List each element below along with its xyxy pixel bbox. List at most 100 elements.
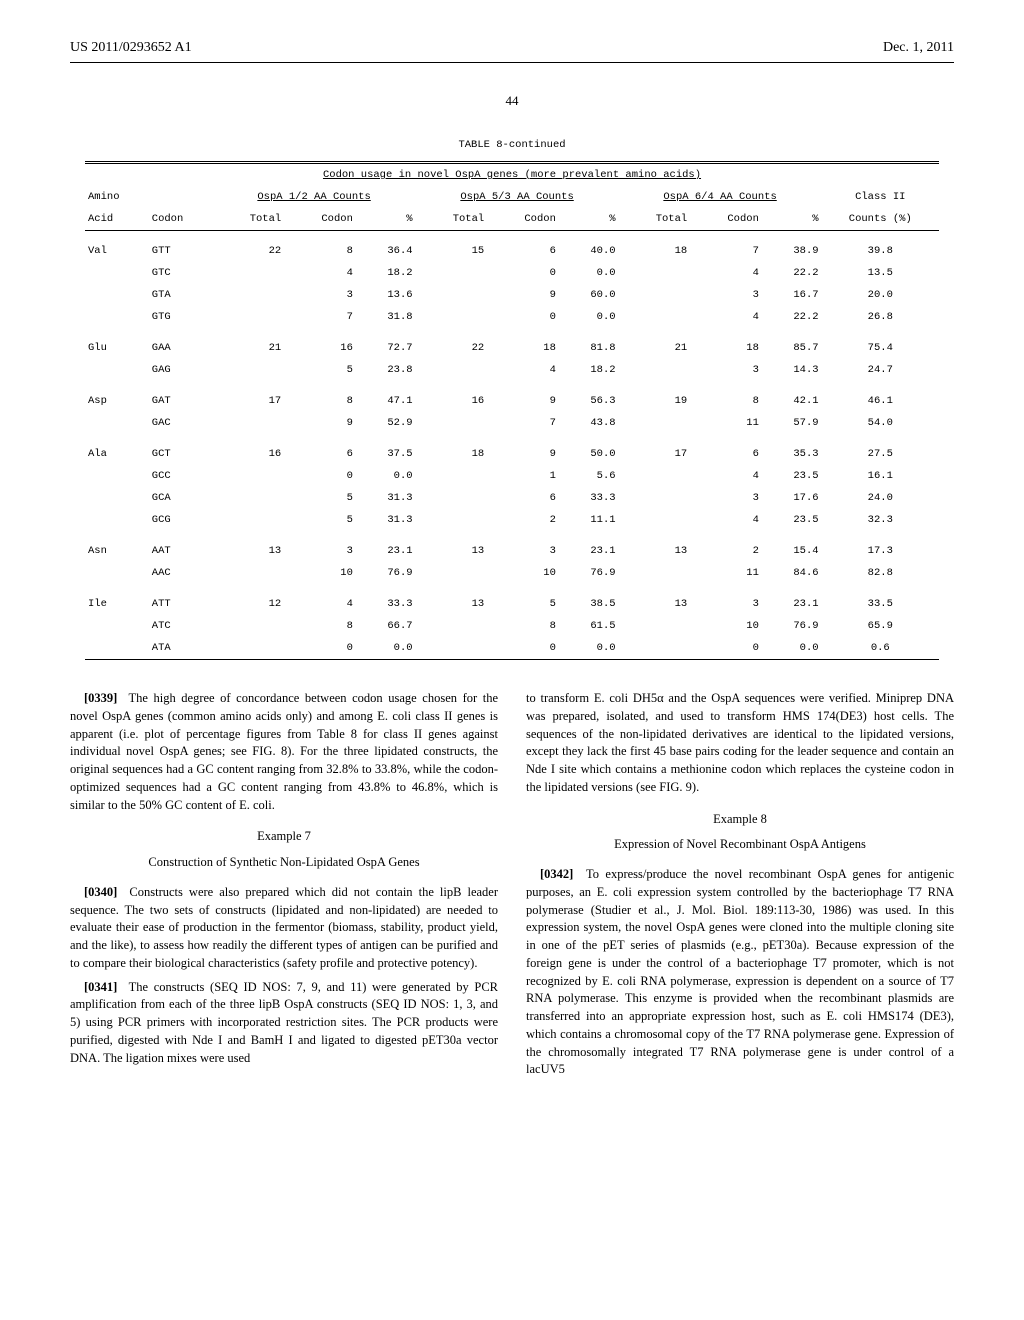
table-cell: 8 <box>284 615 356 637</box>
table-cell: 7 <box>690 231 762 263</box>
table-cell: 8 <box>487 615 559 637</box>
col-pct2: % <box>559 208 619 231</box>
table-cell: 38.5 <box>559 584 619 615</box>
codon-table-container: TABLE 8-continued Codon usage in novel O… <box>85 139 939 660</box>
table-caption: Codon usage in novel OspA genes (more pr… <box>85 163 939 187</box>
table-cell: 13.6 <box>356 284 416 306</box>
para-num-0339: [0339] <box>84 691 117 705</box>
table-cell <box>85 262 149 284</box>
table-cell: Val <box>85 231 149 263</box>
table-cell: 24.0 <box>822 487 939 509</box>
table-cell <box>213 637 285 660</box>
table-cell <box>213 284 285 306</box>
table-cell: 33.5 <box>822 584 939 615</box>
table-cell <box>416 465 488 487</box>
col-group-class2: Class II <box>822 186 939 208</box>
table-cell <box>213 465 285 487</box>
table-cell <box>213 306 285 328</box>
page-container: US 2011/0293652 A1 Dec. 1, 2011 44 TABLE… <box>0 0 1024 1135</box>
table-cell: 22 <box>213 231 285 263</box>
table-cell: 65.9 <box>822 615 939 637</box>
table-cell <box>416 615 488 637</box>
table-cell: 13 <box>619 531 691 562</box>
table-cell: 7 <box>487 412 559 434</box>
table-cell: 3 <box>690 284 762 306</box>
table-cell: 39.8 <box>822 231 939 263</box>
table-cell: 0 <box>487 262 559 284</box>
table-cell: 52.9 <box>356 412 416 434</box>
table-row: GTA313.6960.0316.720.0 <box>85 284 939 306</box>
table-cell: 6 <box>487 231 559 263</box>
table-cell: 47.1 <box>356 381 416 412</box>
table-cell: 11 <box>690 562 762 584</box>
para-num-0342: [0342] <box>540 867 573 881</box>
table-cell: 6 <box>487 487 559 509</box>
table-cell: 3 <box>284 284 356 306</box>
table-cell: 15.4 <box>762 531 822 562</box>
table-cell: 19 <box>619 381 691 412</box>
col-codon1: Codon <box>284 208 356 231</box>
publication-date: Dec. 1, 2011 <box>883 40 954 56</box>
table-row: IleATT12433.313538.513323.133.5 <box>85 584 939 615</box>
para-0341-text: The constructs (SEQ ID NOS: 7, 9, and 11… <box>70 980 498 1065</box>
table-cell: 23.1 <box>356 531 416 562</box>
right-column: to transform E. coli DH5α and the OspA s… <box>526 690 954 1085</box>
table-cell: 14.3 <box>762 359 822 381</box>
table-cell: Asn <box>85 531 149 562</box>
table-cell: 7 <box>284 306 356 328</box>
table-cell <box>619 562 691 584</box>
table-cell: GAT <box>149 381 213 412</box>
table-cell: 8 <box>690 381 762 412</box>
table-cell: 5 <box>284 487 356 509</box>
table-cell: ATA <box>149 637 213 660</box>
table-cell <box>85 562 149 584</box>
table-cell: Ala <box>85 434 149 465</box>
table-cell: 0.0 <box>559 637 619 660</box>
table-cell: 56.3 <box>559 381 619 412</box>
table-cell <box>85 465 149 487</box>
table-row: ATC866.7861.51076.965.9 <box>85 615 939 637</box>
table-cell: 57.9 <box>762 412 822 434</box>
table-row: GAC952.9743.81157.954.0 <box>85 412 939 434</box>
table-cell <box>213 487 285 509</box>
table-cell: 8 <box>284 381 356 412</box>
table-cell: 18 <box>619 231 691 263</box>
table-cell: 0.0 <box>356 465 416 487</box>
para-num-0341: [0341] <box>84 980 117 994</box>
table-cell: 0.0 <box>356 637 416 660</box>
table-cell: GAG <box>149 359 213 381</box>
table-cell: 0 <box>284 465 356 487</box>
example-8-subtitle: Expression of Novel Recombinant OspA Ant… <box>526 836 954 854</box>
table-cell: 9 <box>487 381 559 412</box>
table-cell: 2 <box>487 509 559 531</box>
table-cell <box>416 284 488 306</box>
table-cell: 17.3 <box>822 531 939 562</box>
table-cell: 13 <box>619 584 691 615</box>
table-cell: 12 <box>213 584 285 615</box>
table-row: AlaGCT16637.518950.017635.327.5 <box>85 434 939 465</box>
table-cell: 82.8 <box>822 562 939 584</box>
col-acid: Acid <box>85 208 149 231</box>
table-cell: 17 <box>619 434 691 465</box>
table-cell <box>619 359 691 381</box>
col-group-ospa12: OspA 1/2 AA Counts <box>213 186 416 208</box>
table-cell <box>416 306 488 328</box>
table-cell: ATT <box>149 584 213 615</box>
table-cell: 5 <box>487 584 559 615</box>
codon-usage-table: Codon usage in novel OspA genes (more pr… <box>85 161 939 660</box>
table-cell <box>619 637 691 660</box>
example-7-subtitle: Construction of Synthetic Non-Lipidated … <box>70 854 498 872</box>
table-cell: GCC <box>149 465 213 487</box>
table-cell: 22.2 <box>762 306 822 328</box>
table-cell: 23.1 <box>559 531 619 562</box>
table-cell: 4 <box>284 262 356 284</box>
table-cell: 43.8 <box>559 412 619 434</box>
table-cell: 10 <box>487 562 559 584</box>
table-cell: 0 <box>690 637 762 660</box>
table-cell: 18 <box>416 434 488 465</box>
col-pct1: % <box>356 208 416 231</box>
table-cell: 11.1 <box>559 509 619 531</box>
table-cell <box>619 284 691 306</box>
table-cell: 38.9 <box>762 231 822 263</box>
table-cell: 15 <box>416 231 488 263</box>
